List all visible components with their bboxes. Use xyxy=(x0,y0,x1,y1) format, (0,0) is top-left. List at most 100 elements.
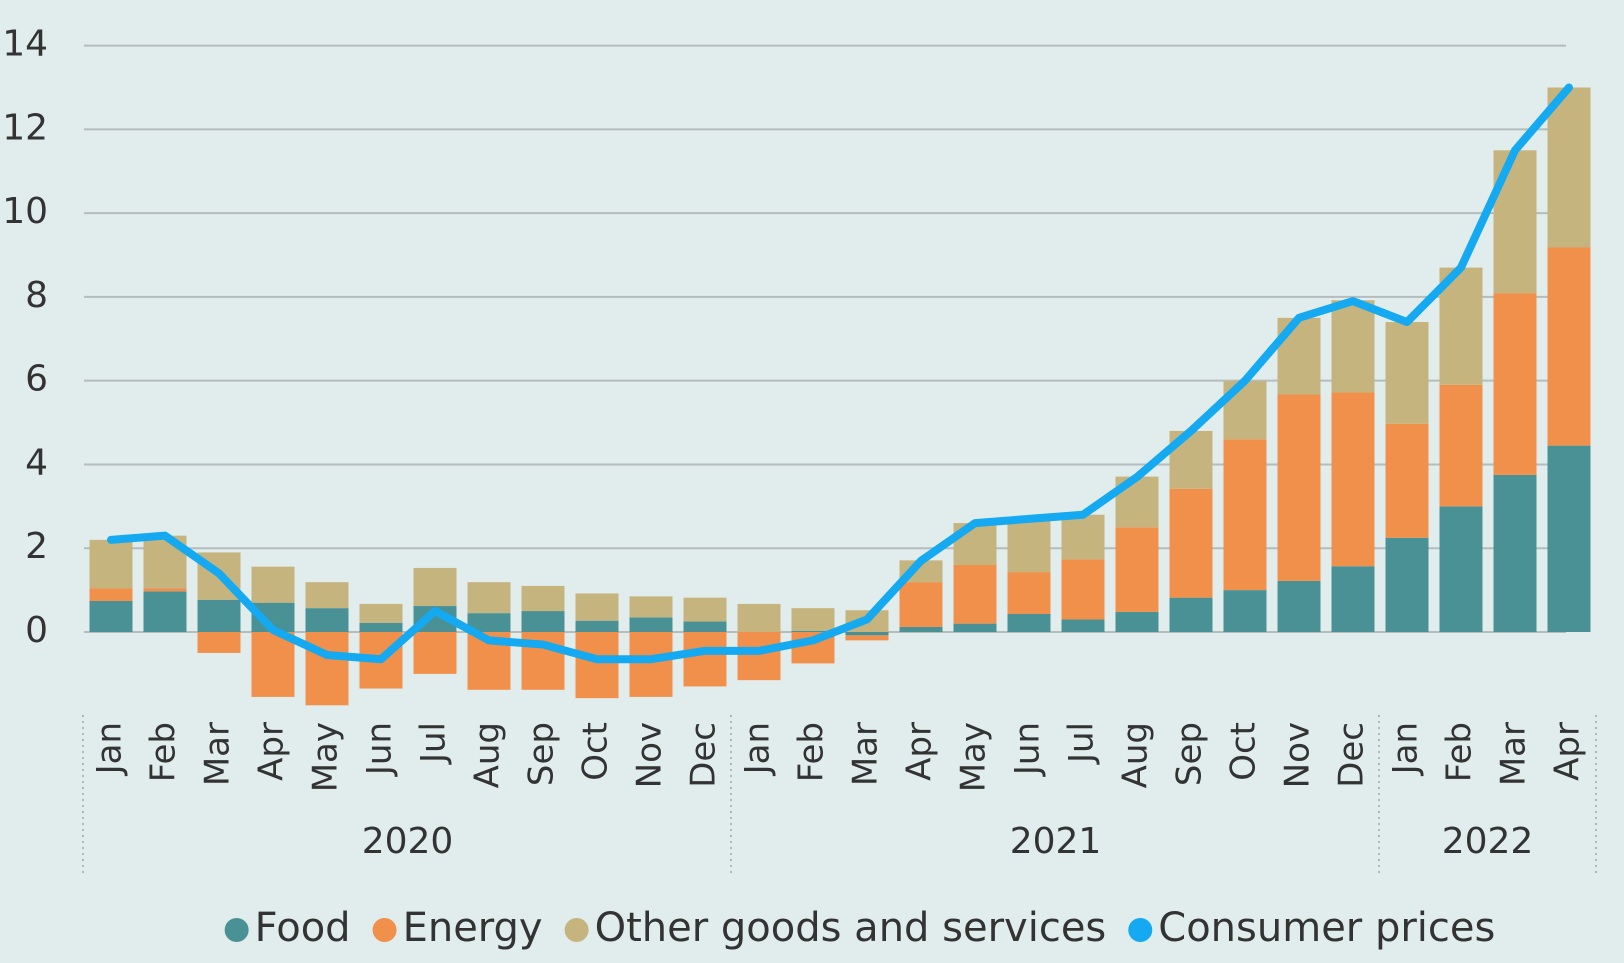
bar-segment xyxy=(845,635,889,641)
x-tick-label: Mar xyxy=(846,722,886,786)
bar-segment xyxy=(1547,87,1591,248)
y-tick-label: 10 xyxy=(2,191,48,232)
legend: Food Energy Other goods and services Consum… xyxy=(224,905,1495,951)
bar-segment xyxy=(1007,613,1051,632)
bar-segment xyxy=(359,622,403,632)
legend-label: Consumer prices xyxy=(1158,905,1495,951)
bar-segment xyxy=(683,621,727,632)
bar-segment xyxy=(1385,322,1429,424)
bar-segment xyxy=(629,596,673,618)
x-tick-label: Feb xyxy=(144,722,184,782)
x-tick-label: Oct xyxy=(576,722,616,781)
bar-segment xyxy=(1061,619,1105,632)
bar-segment xyxy=(1007,521,1051,573)
x-tick-label: Jun xyxy=(1008,722,1048,777)
x-tick-label: Aug xyxy=(1116,722,1156,788)
x-group-label: 2021 xyxy=(1010,821,1102,862)
bar-segment xyxy=(467,613,511,632)
bar-segment xyxy=(737,632,781,681)
bar-segment xyxy=(89,588,133,602)
bar-segment xyxy=(575,593,619,621)
bar-segment xyxy=(1115,611,1159,632)
bar-segment xyxy=(413,632,457,674)
bar-segment xyxy=(629,632,673,697)
bar-segment xyxy=(1223,439,1267,591)
bar-segment xyxy=(845,632,889,636)
bar-segment xyxy=(1547,445,1591,632)
bar-segment xyxy=(521,611,565,632)
y-tick-label: 8 xyxy=(25,275,48,316)
x-tick-label: Feb xyxy=(1440,722,1480,782)
y-tick-label: 12 xyxy=(2,107,48,148)
x-group-label: 2020 xyxy=(362,821,454,862)
bar-segment xyxy=(737,603,781,632)
x-tick-label: Apr xyxy=(1548,722,1588,781)
bar-segment xyxy=(89,601,133,632)
x-tick-label: Feb xyxy=(792,722,832,782)
bar-segment xyxy=(359,603,403,623)
bar-segment xyxy=(1061,559,1105,620)
bar-segment xyxy=(1493,474,1537,632)
bar-segment xyxy=(143,591,187,632)
bar-segment xyxy=(1115,527,1159,612)
x-tick-label: Aug xyxy=(468,722,508,788)
x-tick-label: Jul xyxy=(414,722,454,765)
bar-segment xyxy=(143,588,187,592)
bar-segment xyxy=(89,539,133,589)
bar-segment xyxy=(575,620,619,632)
x-group-label: 2022 xyxy=(1442,821,1534,862)
bar-segment xyxy=(1331,300,1375,393)
x-tick-label: Apr xyxy=(900,722,940,781)
bar-segment xyxy=(521,585,565,612)
x-tick-label: Mar xyxy=(198,722,238,786)
legend-marker xyxy=(224,918,249,942)
bar-segment xyxy=(1439,506,1483,632)
bar-segment xyxy=(1007,572,1051,614)
bar-segment xyxy=(1493,293,1537,475)
bar-segment xyxy=(1439,384,1483,507)
y-tick-label: 14 xyxy=(2,24,48,65)
bar-segment xyxy=(413,567,457,607)
bar-segment xyxy=(1277,580,1321,632)
bar-segment xyxy=(467,582,511,614)
x-tick-label: Mar xyxy=(1494,722,1534,786)
bar-segment xyxy=(683,632,727,687)
x-tick-label: May xyxy=(954,722,994,792)
x-tick-label: Nov xyxy=(1278,722,1318,788)
bar-segment xyxy=(899,582,943,627)
bar-segment xyxy=(1169,597,1213,632)
bar-segment xyxy=(953,623,997,632)
bar-segment xyxy=(1547,247,1591,446)
x-tick-label: Jan xyxy=(90,722,130,776)
bar-segment xyxy=(575,632,619,699)
bar-segment xyxy=(629,617,673,632)
x-tick-label: May xyxy=(306,722,346,792)
bar-segment xyxy=(1277,394,1321,581)
bar-segment xyxy=(305,632,349,706)
x-tick-label: Dec xyxy=(1332,722,1372,788)
bar-segment xyxy=(1331,392,1375,567)
bar-segment xyxy=(305,582,349,609)
legend-marker xyxy=(372,918,397,942)
legend-label: Other goods and services xyxy=(595,905,1107,951)
x-tick-label: Apr xyxy=(252,722,292,781)
legend-marker xyxy=(564,918,589,942)
bar-segment xyxy=(1169,488,1213,598)
bar-segment xyxy=(1385,423,1429,538)
x-tick-label: Sep xyxy=(1170,722,1210,786)
bar-segment xyxy=(899,626,943,632)
legend-label: Food xyxy=(255,905,351,951)
bar-segment xyxy=(791,630,835,632)
bar-segment xyxy=(1493,150,1537,294)
bar-segment xyxy=(305,608,349,632)
x-tick-label: Jan xyxy=(1386,722,1426,776)
x-tick-label: Jan xyxy=(738,722,778,776)
x-tick-label: Dec xyxy=(684,722,724,788)
y-tick-label: 6 xyxy=(25,359,48,400)
bar-segment xyxy=(791,608,835,631)
x-tick-label: Jun xyxy=(360,722,400,777)
bar-segment xyxy=(1223,590,1267,632)
bar-segment xyxy=(1385,537,1429,632)
bar-segment xyxy=(251,566,295,603)
y-tick-label: 0 xyxy=(25,610,48,651)
